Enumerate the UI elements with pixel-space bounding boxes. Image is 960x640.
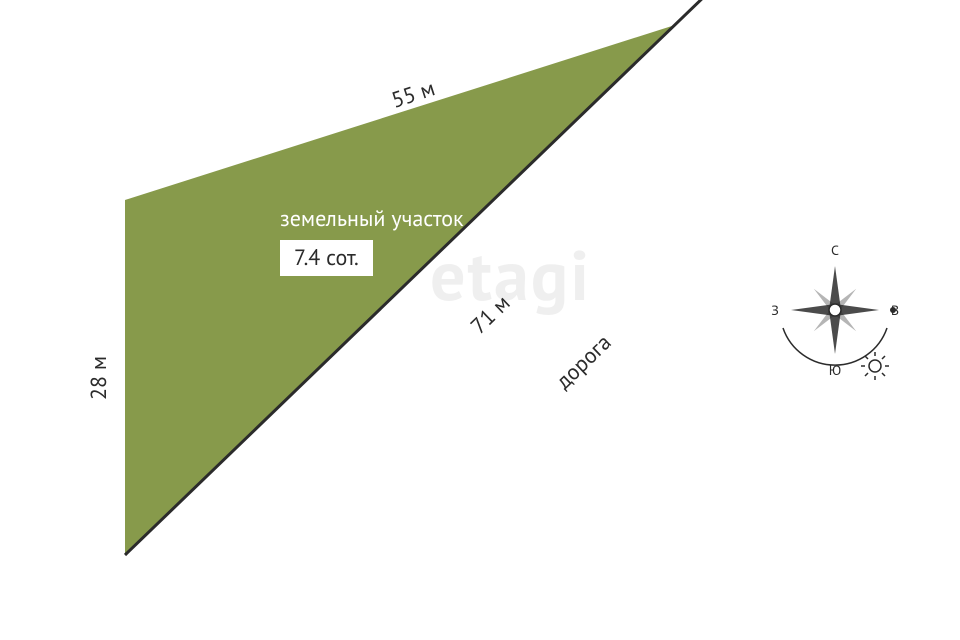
area-badge: 7.4 сот. [280,240,373,276]
compass-label-north: С [831,241,839,259]
compass-rose: С Ю В З [765,238,905,403]
sun-icon [861,352,889,380]
compass-label-west: З [771,301,779,319]
compass-label-south: Ю [829,361,842,379]
compass-center [829,304,841,316]
compass-label-east: В [891,301,899,319]
